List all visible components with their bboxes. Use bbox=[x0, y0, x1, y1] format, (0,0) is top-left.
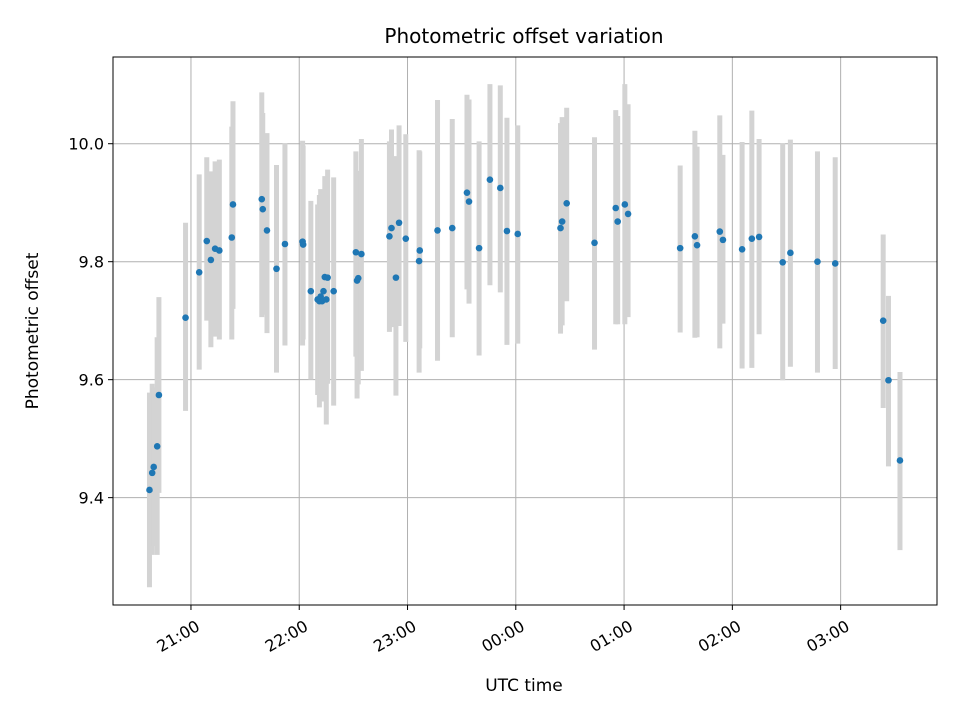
data-point bbox=[146, 486, 153, 494]
data-point bbox=[755, 233, 763, 241]
data-point bbox=[475, 244, 483, 252]
data-point bbox=[612, 204, 620, 212]
data-point bbox=[386, 233, 393, 240]
data-point bbox=[497, 184, 504, 192]
y-axis-label: Photometric offset bbox=[23, 252, 43, 409]
data-point bbox=[885, 376, 892, 384]
data-point bbox=[896, 457, 904, 464]
data-point bbox=[591, 239, 598, 247]
y-axis: 9.4 9.6 9.8 10.0 bbox=[68, 135, 113, 508]
data-markers bbox=[146, 176, 904, 494]
data-point bbox=[415, 257, 423, 265]
plot-area-frame bbox=[112, 56, 938, 606]
data-point bbox=[195, 269, 203, 276]
x-tick-label: 00:00 bbox=[478, 616, 527, 656]
data-point bbox=[216, 247, 223, 254]
data-point bbox=[354, 274, 362, 282]
data-point bbox=[738, 246, 746, 253]
data-point bbox=[228, 234, 236, 241]
x-tick-label: 02:00 bbox=[695, 616, 744, 656]
data-point bbox=[358, 250, 365, 258]
y-tick-label: 9.8 bbox=[79, 253, 104, 272]
data-point bbox=[621, 201, 629, 208]
data-point bbox=[716, 228, 724, 235]
data-point bbox=[558, 218, 566, 225]
data-point bbox=[148, 469, 156, 477]
data-point bbox=[614, 218, 621, 225]
data-point bbox=[486, 176, 494, 183]
data-point bbox=[676, 244, 684, 252]
x-tick-label: 21:00 bbox=[154, 616, 203, 656]
x-axis-label: UTC time bbox=[485, 676, 563, 696]
data-point bbox=[814, 258, 821, 265]
y-tick-label: 9.4 bbox=[79, 489, 104, 508]
data-point bbox=[330, 287, 337, 295]
y-tick-label: 9.6 bbox=[79, 371, 104, 390]
data-point bbox=[624, 210, 632, 218]
data-point bbox=[448, 224, 456, 232]
data-point bbox=[879, 317, 887, 324]
data-point bbox=[259, 205, 267, 213]
y-tick-label: 10.0 bbox=[68, 135, 104, 154]
data-point bbox=[273, 265, 280, 273]
data-point bbox=[463, 189, 471, 196]
data-point bbox=[150, 463, 158, 471]
data-point bbox=[323, 296, 330, 303]
data-point bbox=[779, 258, 787, 266]
data-point bbox=[324, 274, 331, 281]
data-point bbox=[693, 241, 701, 249]
data-point bbox=[402, 235, 410, 242]
data-point bbox=[831, 260, 839, 267]
data-point bbox=[557, 224, 564, 232]
data-point bbox=[229, 201, 237, 208]
data-point bbox=[416, 247, 424, 254]
data-point bbox=[258, 195, 266, 203]
error-bars bbox=[146, 84, 903, 588]
x-tick-label: 23:00 bbox=[370, 616, 419, 656]
data-point bbox=[465, 198, 473, 205]
data-point bbox=[514, 230, 522, 238]
data-point bbox=[281, 240, 289, 248]
data-point bbox=[691, 233, 699, 240]
x-tick-label: 01:00 bbox=[587, 616, 636, 656]
data-point bbox=[207, 256, 215, 264]
data-point bbox=[155, 391, 163, 399]
data-point bbox=[748, 235, 756, 242]
data-point bbox=[787, 249, 794, 257]
data-point bbox=[563, 199, 570, 207]
x-tick-label: 22:00 bbox=[262, 616, 311, 656]
data-point bbox=[434, 227, 441, 234]
data-point bbox=[307, 287, 315, 295]
data-point bbox=[719, 236, 727, 244]
data-point bbox=[388, 224, 395, 232]
data-point bbox=[203, 237, 211, 245]
chart-title: Photometric offset variation bbox=[384, 24, 663, 48]
grid bbox=[113, 57, 937, 605]
data-point bbox=[503, 227, 511, 235]
data-point bbox=[263, 227, 271, 234]
data-point bbox=[320, 287, 327, 295]
data-point bbox=[153, 443, 161, 450]
data-point bbox=[299, 241, 307, 248]
data-point bbox=[392, 274, 400, 281]
data-point bbox=[395, 219, 403, 227]
x-axis: 21:00 22:00 23:00 00:00 01:00 02:00 03:00 bbox=[154, 605, 853, 656]
x-tick-label: 03:00 bbox=[803, 616, 852, 656]
data-point bbox=[182, 314, 189, 322]
data-point bbox=[352, 248, 360, 256]
